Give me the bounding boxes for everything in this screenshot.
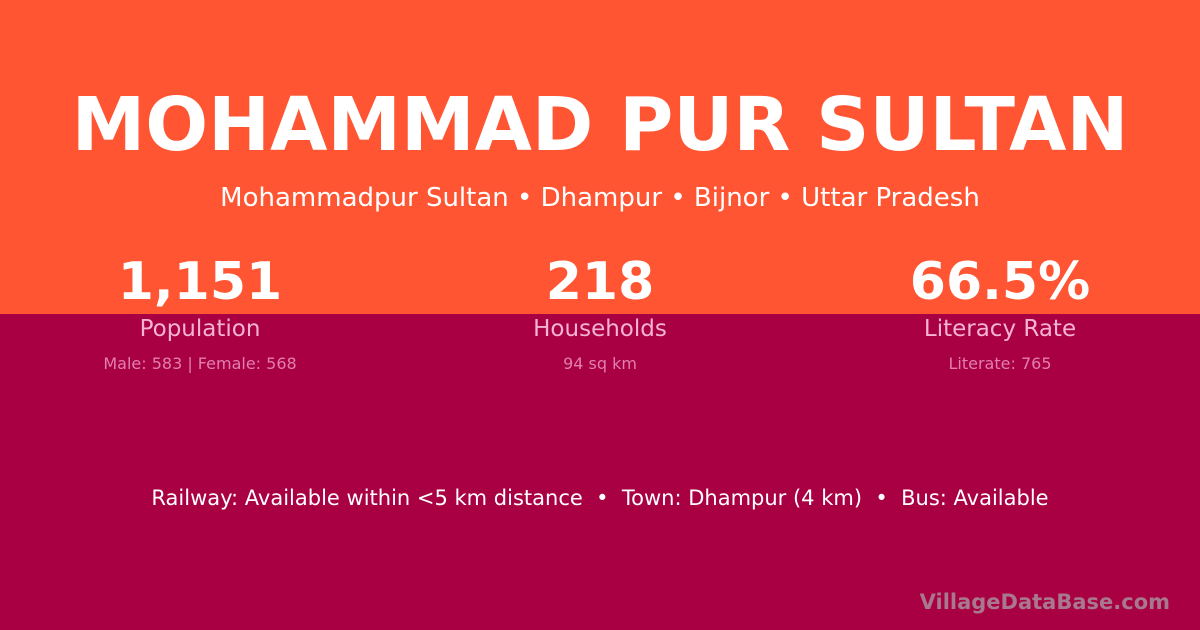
stat-value: 1,151: [117, 252, 283, 312]
stat-value: 66.5%: [909, 252, 1091, 312]
connectivity-info: Railway: Available within <5 km distance…: [151, 486, 1049, 510]
stat-label: Population: [139, 316, 261, 342]
location-breadcrumb: Mohammadpur Sultan • Dhampur • Bijnor • …: [220, 183, 980, 213]
page-title: MOHAMMAD PUR SULTAN: [71, 82, 1129, 168]
stat-detail: 94 sq km: [563, 354, 637, 373]
stat-value: 218: [545, 252, 655, 312]
stat-label: Literacy Rate: [923, 316, 1077, 342]
stat-label: Households: [533, 316, 667, 342]
watermark: VillageDataBase.com: [919, 590, 1170, 614]
stat-detail: Male: 583 | Female: 568: [103, 354, 297, 373]
stat-detail: Literate: 765: [948, 354, 1052, 373]
header-band: [0, 0, 1200, 314]
